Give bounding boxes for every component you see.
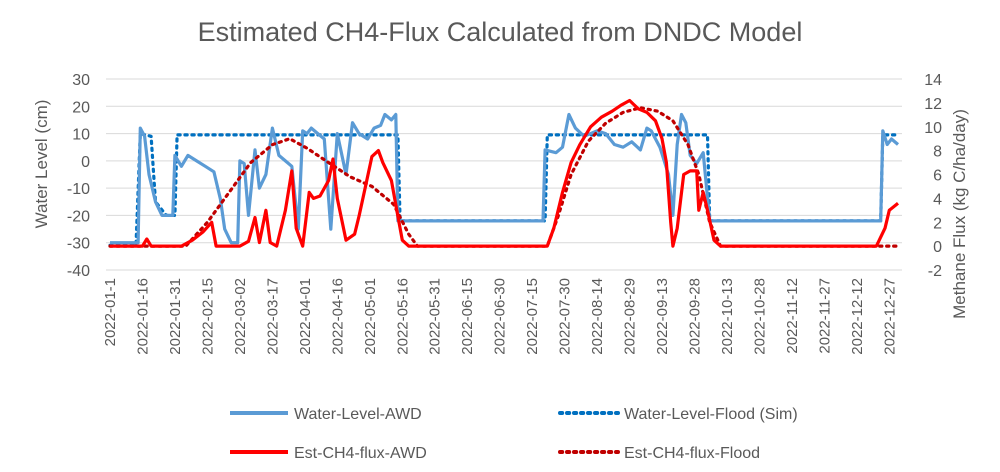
x-tick-label: 2022-02-15 — [199, 278, 216, 355]
chart-title: Estimated CH4-Flux Calculated from DNDC … — [198, 17, 803, 47]
x-tick-label: 2022-05-31 — [427, 278, 444, 355]
x-tick-label: 2022-09-28 — [687, 278, 704, 355]
gridlines — [106, 78, 902, 271]
x-tick-label: 2022-05-16 — [394, 278, 411, 355]
x-tick-label: 2022-10-13 — [719, 278, 736, 355]
y-tick-label-right: -2 — [928, 263, 942, 280]
x-axis-ticks: 2022-01-1 2022-01-16 2022-01-31 2022-02-15 2… — [102, 278, 898, 355]
y-axis-label-right: Methane Flux (kg C/ha/day) — [950, 109, 969, 319]
x-tick-label: 2022-01-1 — [102, 278, 119, 346]
y-tick-label-right: 2 — [933, 215, 942, 232]
legend: Water-Level-AWD Water-Level-Flood (Sim) Es… — [230, 406, 798, 462]
x-tick-label: 2022-01-16 — [134, 278, 151, 355]
legend-label: Est-CH4-flux-AWD — [294, 445, 427, 462]
x-tick-label: 2022-09-13 — [654, 278, 671, 355]
legend-label: Water-Level-AWD — [294, 406, 422, 423]
x-tick-label: 2022-07-30 — [557, 278, 574, 355]
series-layer — [108, 98, 900, 248]
y-tick-label-right: 6 — [933, 168, 942, 185]
series-line — [108, 106, 900, 248]
y-tick-label-left: -10 — [67, 181, 90, 198]
x-tick-label: 2022-04-16 — [329, 278, 346, 355]
x-tick-label: 2022-04-01 — [297, 278, 314, 355]
x-tick-label: 2022-06-15 — [459, 278, 476, 355]
series-line — [108, 132, 900, 247]
series-line — [110, 112, 900, 245]
x-tick-label: 2022-11-27 — [816, 278, 833, 354]
y-tick-label-right: 0 — [933, 239, 942, 256]
series-line — [110, 98, 900, 248]
y-tick-label-right: 4 — [933, 191, 942, 208]
x-tick-label: 2022-03-17 — [264, 278, 281, 355]
y-tick-label-left: -30 — [67, 236, 90, 253]
y-axis-right-ticks: 14 12 10 8 6 4 2 0 -2 — [924, 72, 942, 280]
legend-label: Water-Level-Flood (Sim) — [624, 406, 798, 423]
x-tick-label: 2022-03-02 — [232, 278, 249, 355]
x-tick-label: 2022-05-01 — [362, 278, 379, 355]
y-tick-label-right: 12 — [924, 96, 942, 113]
y-axis-left-ticks: 30 20 10 0 -10 -20 -30 -40 — [67, 72, 90, 280]
x-tick-label: 2022-08-14 — [589, 278, 606, 355]
x-tick-label: 2022-11-12 — [784, 278, 801, 354]
y-tick-label-left: -20 — [67, 208, 90, 225]
x-tick-label: 2022-12-27 — [881, 278, 898, 355]
x-tick-label: 2022-01-31 — [167, 278, 184, 355]
y-tick-label-left: 30 — [72, 72, 90, 89]
x-tick-label: 2022-07-15 — [524, 278, 541, 355]
x-tick-label: 2022-08-29 — [622, 278, 639, 355]
legend-label: Est-CH4-flux-Flood — [624, 445, 760, 462]
x-tick-label: 2022-12-12 — [849, 278, 866, 355]
y-tick-label-left: 0 — [81, 154, 90, 171]
x-tick-label: 2022-06-30 — [492, 278, 509, 355]
y-tick-label-left: 20 — [72, 99, 90, 116]
x-tick-label: 2022-10-28 — [751, 278, 768, 355]
y-tick-label-right: 14 — [924, 72, 942, 89]
y-axis-label-left: Water Level (cm) — [32, 100, 51, 229]
y-tick-label-right: 8 — [933, 144, 942, 161]
y-tick-label-left: 10 — [72, 127, 90, 144]
y-tick-label-left: -40 — [67, 263, 90, 280]
y-tick-label-right: 10 — [924, 120, 942, 137]
